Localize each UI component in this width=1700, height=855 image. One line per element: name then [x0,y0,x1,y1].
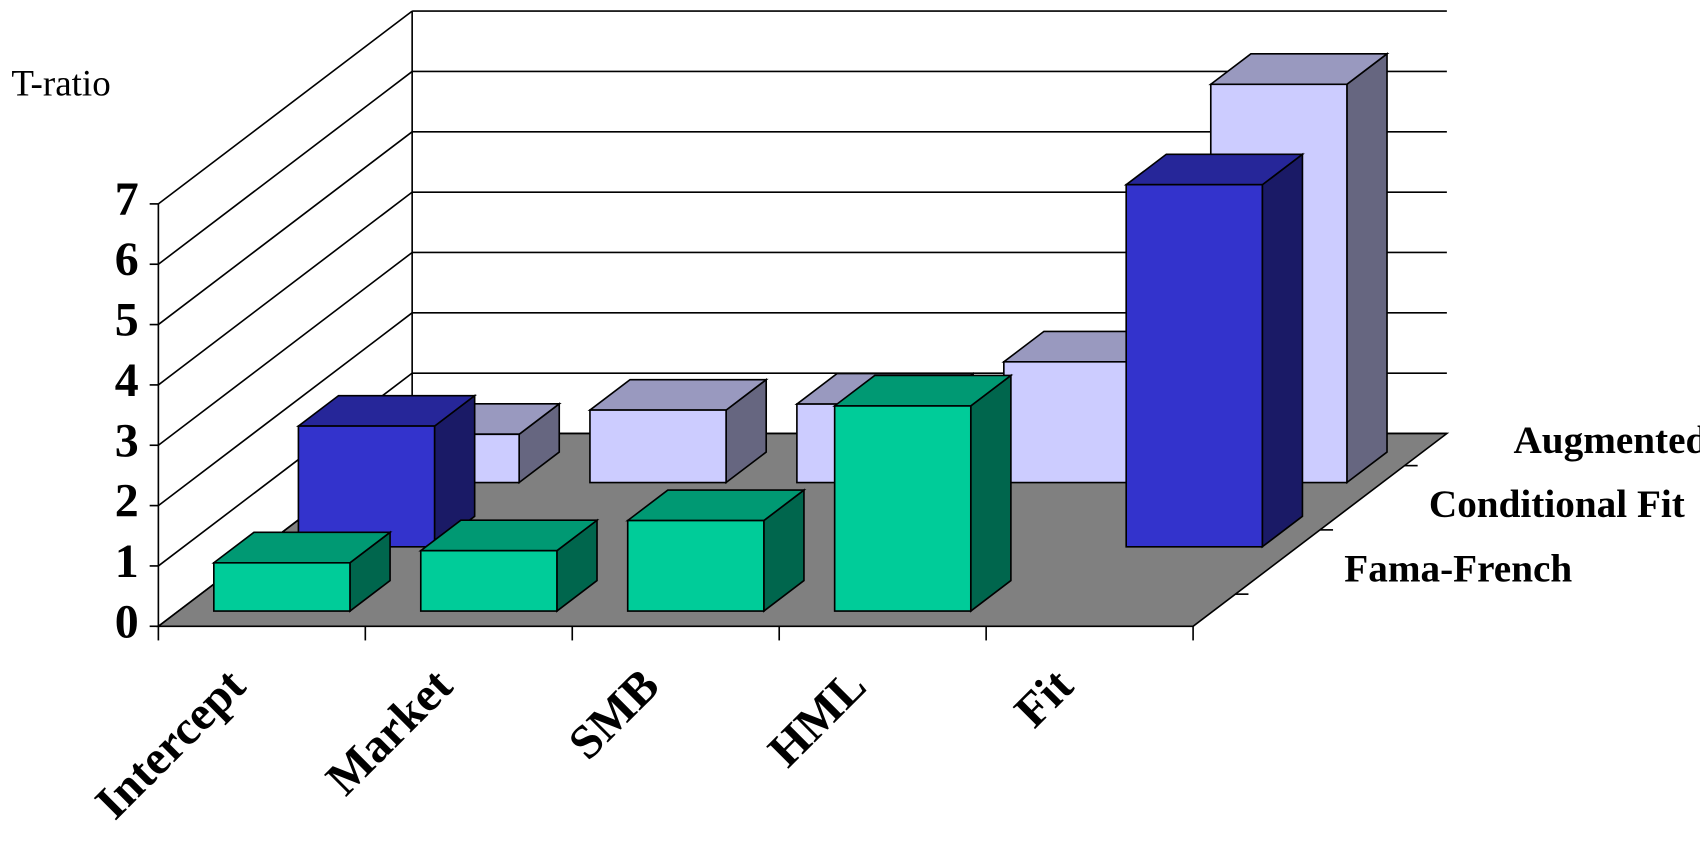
bar-side [1346,52,1388,485]
grid-line [157,191,413,386]
legend-label: Augmented [1513,419,1700,462]
bar [211,530,393,613]
y-tick-label: 2 [115,475,139,528]
bar-front [419,549,558,612]
bar-front [589,409,727,484]
bar [1123,152,1305,549]
x-tick-label: Intercept [85,659,255,829]
legend-label: Conditional Fit [1429,483,1685,526]
y-tick-label: 3 [115,414,139,467]
y-tick-label: 0 [115,595,139,648]
y-tick-label: 6 [115,233,139,286]
bar-front [1125,183,1264,548]
y-axis-label: T-ratio [11,64,110,105]
x-tick-label: Fit [1005,659,1084,738]
grid-line [157,10,413,205]
bar [418,518,600,613]
bar-front [297,425,436,548]
grid-line [157,312,413,507]
bar-front [213,561,351,612]
bar-front [626,519,765,612]
y-tick-label: 5 [115,294,139,347]
x-tick-label: Market [316,659,463,806]
y-tick-label: 4 [115,354,139,407]
bar-front [1003,361,1141,484]
bar-side [1261,152,1304,549]
bar [587,378,769,485]
bar-side [969,373,1012,613]
bar-front [833,405,972,612]
bar [625,488,807,613]
x-tick-label: HML [758,659,876,777]
x-tick-label: SMB [559,659,670,770]
bar [295,393,478,549]
grid-line [157,131,413,326]
grid-line [157,70,413,265]
y-tick-label: 1 [115,535,139,588]
y-tick-label: 7 [115,173,139,226]
bar [832,373,1014,613]
grid-line [157,251,413,446]
legend-label: Fama-French [1344,547,1572,590]
